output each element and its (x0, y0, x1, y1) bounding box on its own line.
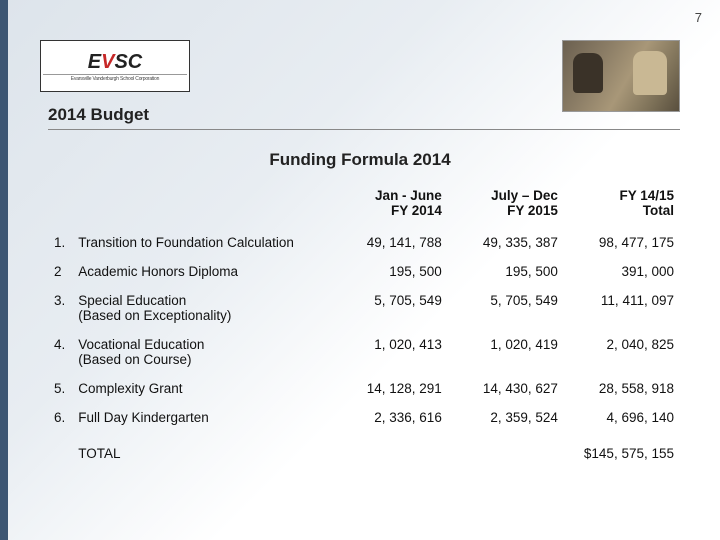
table-total-row: TOTAL $145, 575, 155 (48, 432, 680, 468)
row-val-1: 1, 020, 413 (332, 330, 448, 374)
row-val-3: 4, 696, 140 (564, 403, 680, 432)
logo-letter-v: V (101, 51, 114, 73)
table-row: 3. Special Education(Based on Exceptiona… (48, 286, 680, 330)
row-val-1: 49, 141, 788 (332, 228, 448, 257)
table-row: 1. Transition to Foundation Calculation … (48, 228, 680, 257)
row-val-3: 391, 000 (564, 257, 680, 286)
funding-table: Jan - JuneFY 2014 July – DecFY 2015 FY 1… (48, 182, 680, 468)
header: EVSC Evansville Vanderburgh School Corpo… (40, 40, 680, 105)
row-val-2: 49, 335, 387 (448, 228, 564, 257)
row-index: 1. (48, 228, 72, 257)
row-val-3: 28, 558, 918 (564, 374, 680, 403)
row-val-2: 2, 359, 524 (448, 403, 564, 432)
logo-letter-sc: SC (114, 51, 142, 73)
logo: EVSC Evansville Vanderburgh School Corpo… (40, 40, 190, 92)
row-val-2: 14, 430, 627 (448, 374, 564, 403)
row-val-2: 5, 705, 549 (448, 286, 564, 330)
row-val-1: 5, 705, 549 (332, 286, 448, 330)
total-label: TOTAL (72, 432, 332, 468)
row-label: Vocational Education(Based on Course) (72, 330, 332, 374)
row-val-1: 195, 500 (332, 257, 448, 286)
row-label: Complexity Grant (72, 374, 332, 403)
section-title: 2014 Budget (48, 105, 680, 130)
row-val-3: 98, 477, 175 (564, 228, 680, 257)
table-row: 2 Academic Honors Diploma 195, 500 195, … (48, 257, 680, 286)
row-val-2: 1, 020, 419 (448, 330, 564, 374)
total-value: $145, 575, 155 (564, 432, 680, 468)
col-header-3: FY 14/15Total (564, 182, 680, 228)
table-header-row: Jan - JuneFY 2014 July – DecFY 2015 FY 1… (48, 182, 680, 228)
table-row: 6. Full Day Kindergarten 2, 336, 616 2, … (48, 403, 680, 432)
col-header-1: Jan - JuneFY 2014 (332, 182, 448, 228)
row-index: 5. (48, 374, 72, 403)
row-val-3: 2, 040, 825 (564, 330, 680, 374)
row-val-1: 14, 128, 291 (332, 374, 448, 403)
row-val-3: 11, 411, 097 (564, 286, 680, 330)
row-val-1: 2, 336, 616 (332, 403, 448, 432)
logo-letter-e: E (88, 51, 101, 73)
table-title: Funding Formula 2014 (0, 150, 720, 170)
table-row: 5. Complexity Grant 14, 128, 291 14, 430… (48, 374, 680, 403)
logo-text: EVSC (88, 51, 142, 74)
row-label: Transition to Foundation Calculation (72, 228, 332, 257)
row-label: Special Education(Based on Exceptionalit… (72, 286, 332, 330)
row-index: 2 (48, 257, 72, 286)
row-index: 4. (48, 330, 72, 374)
row-label: Academic Honors Diploma (72, 257, 332, 286)
col-header-2: July – DecFY 2015 (448, 182, 564, 228)
row-index: 6. (48, 403, 72, 432)
accent-bar (0, 0, 8, 540)
row-label: Full Day Kindergarten (72, 403, 332, 432)
logo-subtext: Evansville Vanderburgh School Corporatio… (43, 74, 187, 82)
row-index: 3. (48, 286, 72, 330)
row-val-2: 195, 500 (448, 257, 564, 286)
table-row: 4. Vocational Education(Based on Course)… (48, 330, 680, 374)
page-number: 7 (695, 10, 702, 25)
header-photo (562, 40, 680, 112)
